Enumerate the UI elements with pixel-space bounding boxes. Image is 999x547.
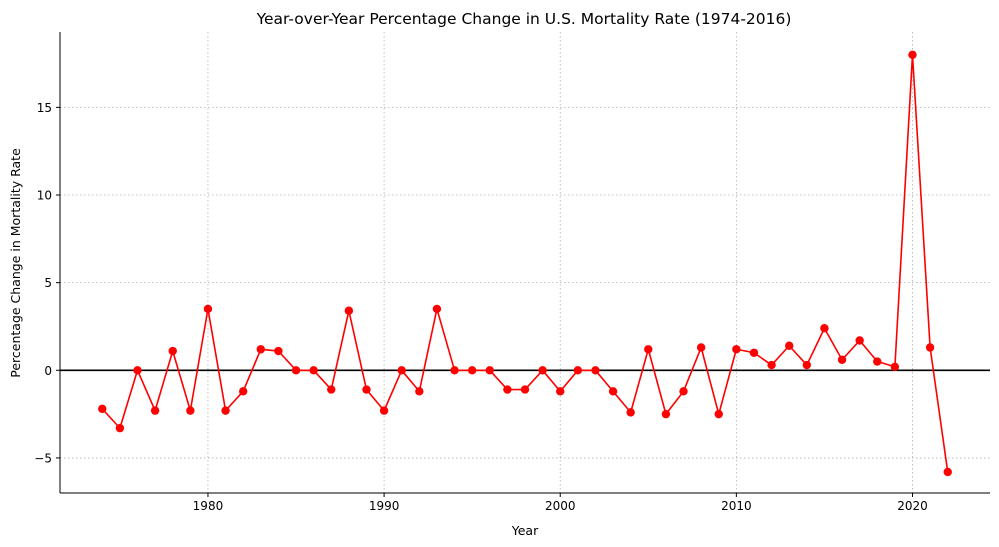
data-point xyxy=(362,385,371,394)
data-point xyxy=(679,387,688,396)
data-point xyxy=(767,360,776,370)
data-point xyxy=(626,408,635,417)
data-point xyxy=(327,385,336,394)
x-axis-label: Year xyxy=(511,523,539,538)
data-point xyxy=(98,404,107,414)
data-point xyxy=(908,50,917,59)
data-point xyxy=(256,345,265,354)
data-point xyxy=(802,360,812,370)
data-point xyxy=(168,346,177,356)
y-tick-label: 10 xyxy=(37,189,52,203)
data-point xyxy=(485,366,494,375)
data-point xyxy=(696,343,706,352)
data-point xyxy=(785,341,794,350)
data-point xyxy=(115,423,125,433)
data-point xyxy=(573,366,583,375)
data-point xyxy=(732,345,741,354)
data-point xyxy=(379,406,389,415)
x-axis-ticks: 1980 1990 2000 2010 2020 xyxy=(193,493,928,513)
y-tick-label: 15 xyxy=(37,101,52,115)
data-point xyxy=(133,366,142,375)
x-tick-label: 1980 xyxy=(193,499,224,513)
data-point xyxy=(432,304,442,314)
data-point xyxy=(661,409,671,419)
data-point xyxy=(890,362,900,371)
data-point xyxy=(503,385,512,394)
y-axis-label: Percentage Change in Mortality Rate xyxy=(8,148,23,378)
data-point xyxy=(556,387,565,396)
data-point xyxy=(238,387,248,396)
data-point xyxy=(520,385,530,394)
data-point xyxy=(291,366,301,375)
data-point xyxy=(186,406,195,415)
x-tick-label: 2020 xyxy=(897,499,928,513)
y-axis-ticks: −5 0 5 10 15 xyxy=(34,101,60,465)
data-point xyxy=(203,304,213,314)
data-point xyxy=(943,467,952,477)
series-group xyxy=(98,50,952,477)
data-point xyxy=(837,355,847,364)
data-point xyxy=(274,346,283,356)
y-tick-label: −5 xyxy=(34,451,52,465)
x-tick-label: 2000 xyxy=(545,499,576,513)
chart-title: Year-over-Year Percentage Change in U.S.… xyxy=(256,10,792,28)
data-point xyxy=(538,366,547,375)
y-tick-label: 5 xyxy=(44,276,52,290)
data-point xyxy=(344,306,354,315)
axes xyxy=(59,32,990,494)
data-point xyxy=(749,348,759,357)
data-point xyxy=(467,366,477,375)
data-point xyxy=(608,387,618,396)
data-point xyxy=(415,387,424,396)
data-point xyxy=(150,406,160,415)
data-point xyxy=(873,357,882,366)
data-point xyxy=(591,366,600,375)
data-point xyxy=(309,366,318,375)
x-tick-label: 2010 xyxy=(721,499,752,513)
grid xyxy=(60,32,990,493)
data-point xyxy=(855,336,864,345)
data-point xyxy=(714,409,723,419)
data-point xyxy=(644,345,653,354)
data-point xyxy=(397,366,406,375)
x-tick-label: 1990 xyxy=(369,499,400,513)
data-point xyxy=(820,324,829,333)
y-tick-label: 0 xyxy=(44,364,52,378)
data-point xyxy=(925,343,935,352)
data-point xyxy=(221,406,230,415)
data-point xyxy=(450,366,459,375)
